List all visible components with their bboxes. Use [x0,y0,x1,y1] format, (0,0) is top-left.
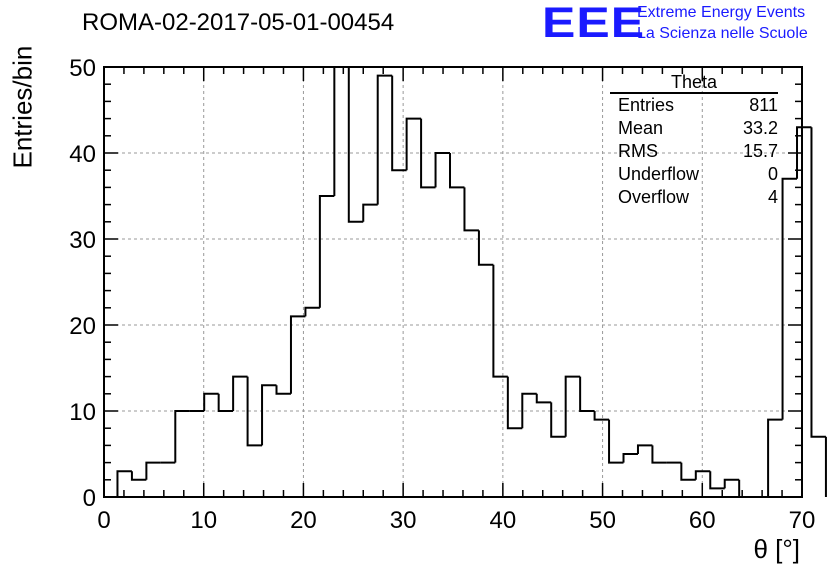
histogram-bin [174,410,190,463]
histogram-bin [636,444,653,454]
histogram-bin [535,393,552,404]
stats-value: 811 [749,95,778,115]
stats-label: Entries [618,95,675,115]
histogram-bin [608,419,624,464]
histogram-bin [333,66,349,196]
stats-label: Mean [618,118,664,138]
histogram-bin [232,375,248,411]
logo-text-line2: La Scienza nelle Scuole [637,25,808,42]
logo-text-line1: Extreme Energy Events [637,4,806,21]
y-tick-label: 50 [69,55,96,82]
histogram-bin [781,177,798,420]
histogram-bin [130,471,147,481]
histogram-bin [289,315,306,394]
histogram-bin [246,376,263,447]
histogram-bin [203,392,219,411]
histogram-bin [261,384,277,446]
x-tick-label: 70 [789,507,816,534]
stats-value: 0 [767,164,778,184]
histogram-bin [593,411,610,421]
histogram-bin [449,153,465,189]
histogram-bin [738,479,754,498]
eee-logo: EEE [542,0,646,47]
stats-row-overflow: Overflow 4 [610,186,778,209]
histogram-bin [318,195,335,308]
histogram-bin [362,203,378,222]
histogram-bin [405,117,422,171]
histogram-bin [810,127,826,438]
histogram-bin [564,375,581,437]
stats-box: Theta Entries 811 Mean 33.2 RMS 15.7 Und… [610,72,778,209]
x-tick-label: 20 [290,507,317,534]
stats-label: RMS [618,141,658,161]
histogram-bin [622,453,638,463]
histogram-bin [477,230,494,266]
histogram-bin [651,445,667,464]
stats-value: 33.2 [742,118,778,138]
chart-title: ROMA-02-2017-05-01-00454 [82,9,395,36]
x-tick-label: 50 [589,507,616,534]
histogram-bin [506,376,523,430]
axis-ticks [103,66,803,498]
histogram-bin [579,376,595,412]
y-tick-label: 20 [69,313,96,340]
histogram-bin [680,462,696,481]
histogram-bin [723,478,740,489]
histogram-bin [709,471,725,490]
histogram-bin [796,126,812,179]
histogram-bin [116,470,132,497]
histogram-bin [434,152,451,188]
stats-row-underflow: Underflow 0 [610,163,778,186]
stats-label: Overflow [618,187,690,207]
x-tick-label: 30 [390,507,417,534]
histogram-bin [463,187,479,232]
histogram-bin [521,392,537,429]
stats-title: Theta [610,72,778,94]
histogram-bin [275,385,291,395]
y-tick-label: 0 [83,485,96,512]
x-axis-label: θ [°] [753,534,800,564]
histogram-bin [347,67,364,223]
histogram-series [116,66,827,498]
histogram-bin [492,264,508,378]
x-tick-label: 60 [689,507,716,534]
stats-label: Underflow [618,164,700,184]
histogram-bin [420,118,436,189]
stats-row-rms: RMS 15.7 [610,140,778,163]
stats-value: 4 [767,187,778,207]
y-tick-label: 10 [69,399,96,426]
histogram-bin [304,306,320,317]
x-tick-label: 40 [490,507,517,534]
y-tick-label: 40 [69,141,96,168]
histogram-bin [217,393,234,412]
plot-frame [103,66,803,498]
histogram-bin [694,470,711,480]
stats-row-mean: Mean 33.2 [610,117,778,140]
histogram-bin [767,418,783,497]
histogram-bin [145,461,161,480]
histogram-bin [550,402,566,438]
y-tick-label: 30 [69,227,96,254]
y-axis-label: Entries/bin [7,45,38,169]
x-tick-label: 0 [97,507,110,534]
stats-row-entries: Entries 811 [610,94,778,117]
stats-value: 15.7 [742,141,778,161]
x-tick-label: 10 [190,507,217,534]
histogram-bin [376,74,393,205]
histogram-bin [391,75,407,172]
